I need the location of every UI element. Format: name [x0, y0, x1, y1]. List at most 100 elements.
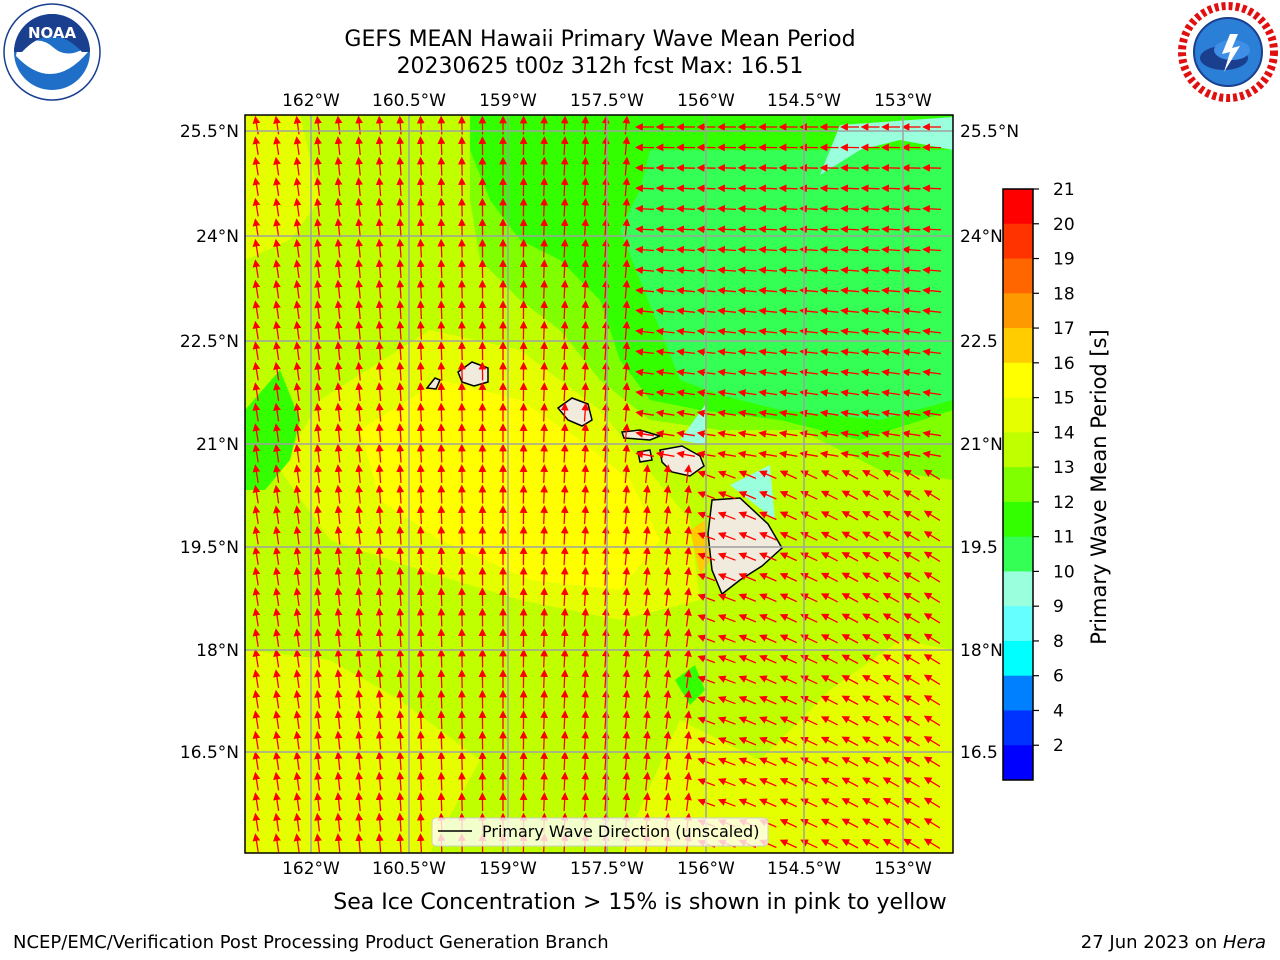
wave-arrow [861, 818, 879, 829]
wave-arrow [778, 286, 798, 295]
wave-arrow [293, 300, 302, 319]
wave-arrow [396, 382, 405, 402]
wave-arrow [903, 756, 920, 767]
wave-arrow [697, 593, 716, 602]
wave-arrow [635, 286, 655, 295]
wave-arrow [881, 327, 901, 336]
wave-arrow [738, 716, 757, 725]
wave-arrow [779, 675, 798, 685]
wave-arrow [861, 593, 879, 603]
wave-arrow [738, 573, 757, 582]
wave-arrow [643, 771, 651, 791]
wave-arrow [663, 546, 672, 565]
colorbar-label-6: 15 [1053, 389, 1075, 409]
wave-arrow [903, 674, 920, 685]
wave-arrow [643, 546, 651, 566]
wave-arrow [800, 695, 818, 705]
wave-arrow [314, 607, 322, 627]
wave-arrow [676, 368, 695, 377]
wave-arrow [684, 505, 692, 524]
wave-arrow [881, 286, 901, 295]
lat-label-left-0: 25.5°N [180, 122, 239, 142]
wave-arrow [738, 532, 757, 541]
wave-arrow [437, 525, 446, 545]
wave-arrow [841, 675, 859, 685]
colorbar-title: Primary Wave Mean Period [s] [1087, 329, 1111, 645]
wave-arrow [416, 402, 425, 422]
wave-arrow [622, 607, 631, 627]
wave-arrow [778, 368, 798, 377]
wave-arrow [314, 771, 322, 791]
wave-arrow [903, 490, 920, 501]
wave-arrow [416, 464, 425, 484]
wave-arrow [759, 572, 777, 582]
wave-arrow [314, 402, 322, 422]
wave-arrow [697, 511, 716, 520]
wave-arrow [841, 531, 859, 542]
wave-arrow [799, 307, 819, 315]
lat-label-left-4: 19.5°N [180, 538, 239, 558]
wave-arrow [643, 730, 651, 750]
wave-arrow [840, 266, 860, 275]
wave-arrow [334, 505, 343, 525]
wave-arrow [622, 751, 631, 771]
map-frame [244, 114, 954, 854]
wave-arrow [314, 751, 322, 770]
wave-arrow [840, 368, 859, 377]
wave-arrow [293, 402, 302, 422]
wave-arrow [293, 607, 302, 627]
wave-arrow [581, 279, 590, 299]
wave-arrow [901, 327, 921, 336]
wave-arrow [581, 525, 590, 545]
wave-arrow [643, 566, 651, 586]
wave-arrow [375, 525, 384, 545]
wave-arrow [314, 115, 322, 135]
nws-logo [1178, 2, 1278, 102]
wave-arrow [334, 464, 343, 484]
wave-arrow [375, 812, 384, 832]
wave-arrow [663, 710, 672, 729]
wave-arrow [540, 382, 549, 402]
wave-arrow [779, 716, 798, 726]
wave-arrow [622, 669, 631, 689]
wave-arrow [779, 818, 798, 828]
lon-label-top-1: 160.5°W [372, 91, 446, 111]
colorbar-segment-12 [1003, 606, 1033, 642]
wave-arrow [416, 156, 425, 176]
wave-arrow [759, 654, 777, 664]
wave-arrow [923, 551, 941, 562]
wave-arrow [696, 307, 716, 315]
wave-arrow [903, 510, 920, 521]
wave-arrow [655, 327, 675, 336]
wave-arrow [252, 341, 261, 361]
wave-arrow [684, 710, 692, 729]
colorbar-segment-14 [1003, 675, 1033, 711]
wave-arrow [684, 648, 692, 668]
wave-arrow [252, 587, 261, 607]
colorbar-segment-13 [1003, 640, 1033, 677]
wave-arrow [663, 464, 672, 483]
wave-arrow [738, 778, 757, 787]
wave-arrow [581, 710, 590, 730]
wave-arrow [355, 710, 364, 730]
lon-label-top-2: 159°W [479, 91, 537, 111]
wave-arrow [273, 710, 281, 729]
wave-arrow [881, 389, 900, 397]
wave-arrow [252, 812, 261, 832]
wave-arrow [882, 551, 900, 562]
wave-arrow [437, 464, 446, 484]
wave-arrow [861, 470, 879, 480]
wave-arrow [314, 648, 322, 668]
wave-arrow [738, 491, 757, 500]
wave-arrow [540, 423, 549, 443]
wave-arrow [375, 320, 384, 340]
wave-arrow [540, 648, 549, 668]
wave-arrow [820, 818, 838, 828]
wave-arrow [252, 566, 261, 586]
wave-arrow [840, 245, 860, 254]
wave-arrow [643, 689, 651, 709]
wave-arrow [778, 348, 798, 356]
wave-arrow [581, 361, 590, 381]
wave-arrow [882, 654, 900, 665]
wave-arrow [655, 409, 675, 418]
